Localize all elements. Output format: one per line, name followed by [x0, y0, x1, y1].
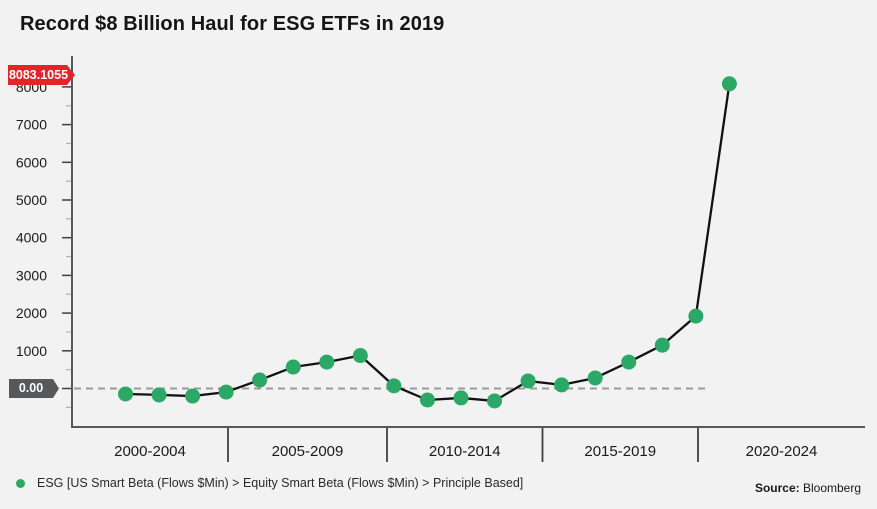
- chart-title: Record $8 Billion Haul for ESG ETFs in 2…: [20, 13, 445, 35]
- data-point-2008[interactable]: [352, 348, 368, 364]
- y-tick-label: 1000: [16, 343, 47, 359]
- data-point-2017[interactable]: [654, 337, 670, 353]
- data-point-2004[interactable]: [218, 384, 234, 400]
- x-tick-label: 2020-2024: [746, 443, 818, 460]
- series-line: [124, 82, 731, 403]
- data-point-2001[interactable]: [118, 386, 133, 402]
- data-point-2003[interactable]: [185, 388, 201, 404]
- x-tick-label: 2005-2009: [272, 443, 344, 460]
- legend-dot-icon: [16, 478, 25, 488]
- data-point-2007[interactable]: [319, 354, 335, 370]
- data-point-2016[interactable]: [621, 354, 637, 370]
- data-point-2015[interactable]: [587, 370, 603, 386]
- y-tick-label: 4000: [16, 230, 47, 246]
- x-tick-label: 2010-2014: [429, 443, 501, 460]
- y-tick-label: 2000: [16, 305, 47, 321]
- data-point-2002[interactable]: [151, 387, 167, 403]
- zero-value-badge: 0.00: [9, 379, 59, 398]
- source-value: Bloomberg: [802, 481, 861, 495]
- data-point-2011[interactable]: [453, 390, 469, 406]
- data-point-2013[interactable]: [520, 373, 536, 389]
- y-tick-label: 3000: [16, 267, 47, 283]
- data-point-2009[interactable]: [386, 378, 402, 394]
- y-tick-label: 7000: [16, 117, 47, 133]
- data-point-2012[interactable]: [487, 393, 503, 409]
- data-point-2006[interactable]: [285, 359, 301, 375]
- legend-label: ESG [US Smart Beta (Flows $Min) > Equity…: [37, 476, 524, 490]
- legend-item[interactable]: ESG [US Smart Beta (Flows $Min) > Equity…: [16, 476, 523, 490]
- data-point-2005[interactable]: [252, 372, 268, 388]
- source-credit: Source: Bloomberg: [755, 481, 861, 495]
- source-label: Source:: [754, 481, 800, 495]
- x-tick-label: 2000-2004: [114, 443, 186, 460]
- last-value-badge: 8083.1055: [8, 65, 75, 85]
- data-point-2010[interactable]: [419, 392, 435, 408]
- data-point-2019[interactable]: [721, 76, 737, 92]
- x-tick-label: 2015-2019: [584, 443, 656, 460]
- y-tick-label: 6000: [16, 154, 47, 170]
- data-point-2018[interactable]: [688, 308, 704, 324]
- data-point-2014[interactable]: [554, 377, 570, 393]
- y-tick-label: 5000: [16, 192, 47, 208]
